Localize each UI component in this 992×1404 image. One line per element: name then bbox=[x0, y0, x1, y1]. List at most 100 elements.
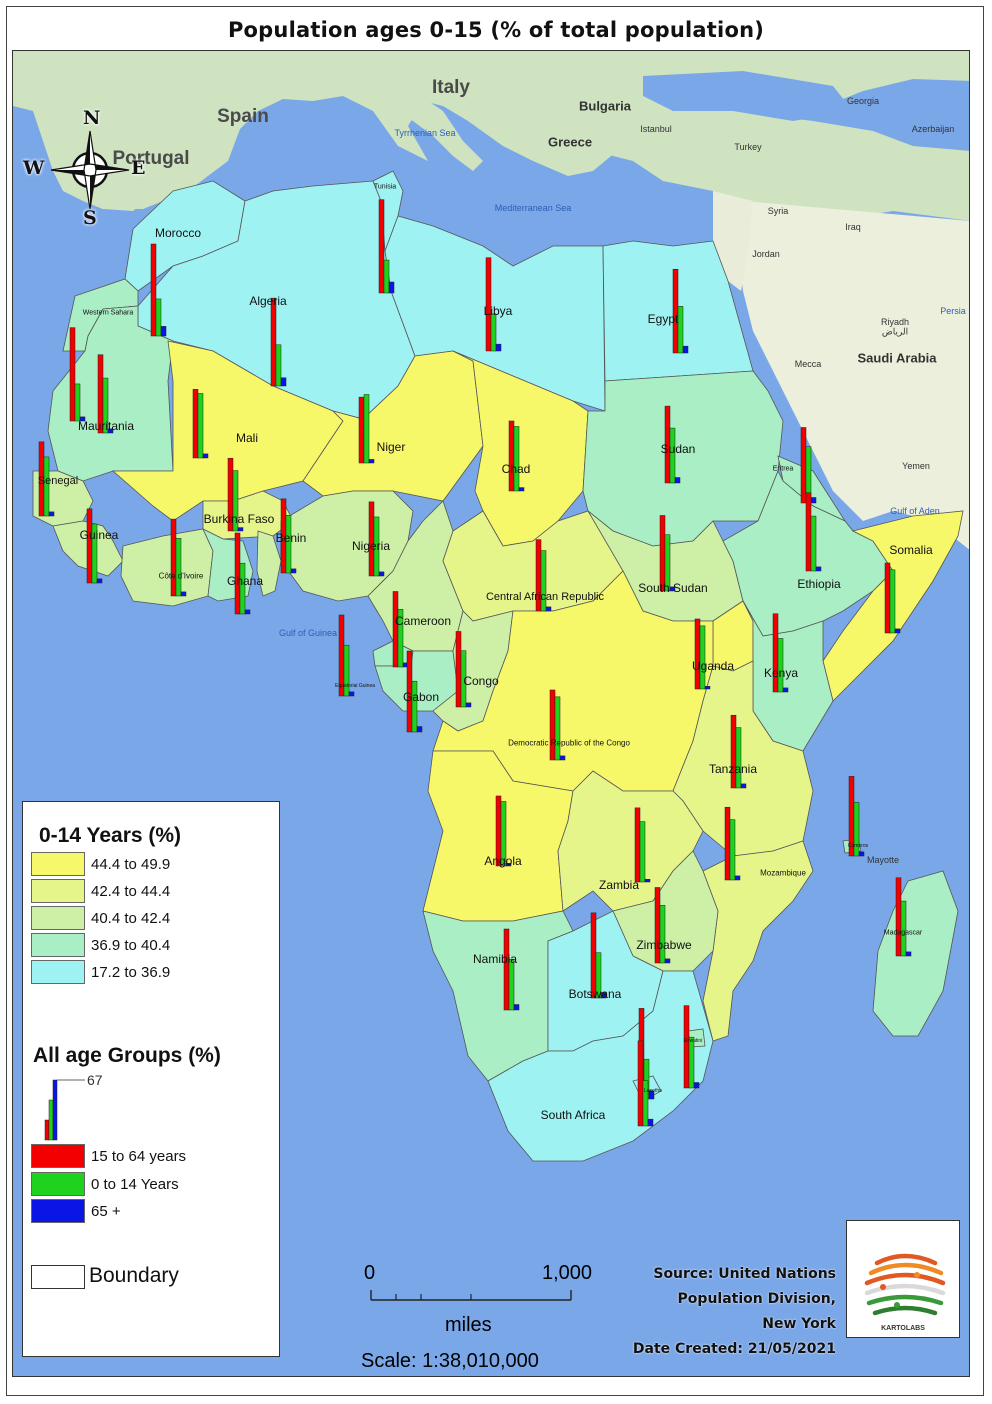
country-mauritania[interactable] bbox=[47, 305, 174, 482]
bar-65-plus-tunisia bbox=[388, 281, 395, 294]
bar-65-plus-uganda bbox=[704, 686, 711, 690]
balkans-turkey bbox=[483, 71, 969, 221]
basemap-label-persia: Persia bbox=[940, 306, 966, 316]
basemap-label-mediterranean-sea: Mediterranean Sea bbox=[494, 203, 572, 213]
legend-class-3: 36.9 to 40.4 bbox=[91, 937, 171, 954]
bar-65-plus-senegal bbox=[48, 511, 55, 517]
country-label-namibia: Namibia bbox=[472, 952, 518, 966]
basemap-label-bulgaria: Bulgaria bbox=[578, 98, 632, 114]
source-credit: Source: United Nations Population Divisi… bbox=[600, 1262, 836, 1362]
legend-bar-red bbox=[44, 1119, 50, 1141]
bar-65-plus-ghana bbox=[244, 609, 251, 615]
compass-s: S bbox=[83, 207, 97, 229]
basemap-label-gulf-of-guinea: Gulf of Guinea bbox=[278, 628, 338, 638]
country-south-africa[interactable] bbox=[487, 970, 714, 1162]
basemap-label-mecca: Mecca bbox=[794, 359, 822, 369]
bar-0-14-mali bbox=[197, 393, 204, 459]
legend-series-swatch-0 bbox=[31, 1144, 85, 1168]
country-label-benin: Benin bbox=[275, 531, 307, 545]
bar-0-14-tanzania bbox=[735, 727, 742, 789]
country-label-niger: Niger bbox=[376, 440, 406, 454]
basemap-label-spain: Spain bbox=[217, 106, 269, 127]
bar-65-plus-ethiopia bbox=[815, 566, 822, 572]
country-label-south-sudan: South Sudan bbox=[638, 581, 708, 595]
bar-0-14-comoros bbox=[853, 802, 860, 857]
country-madagascar[interactable] bbox=[872, 870, 959, 1037]
country-label-sudan: Sudan bbox=[660, 442, 696, 456]
bar-0-14-benin bbox=[285, 515, 292, 574]
bar-0-14-western-sahara bbox=[74, 383, 81, 422]
scale-zero: 0 bbox=[364, 1262, 376, 1284]
bar-65-plus-namibia bbox=[513, 1004, 520, 1011]
bar-15-64-algeria bbox=[270, 297, 277, 387]
legend-bar-green bbox=[48, 1099, 54, 1141]
map-canvas[interactable] bbox=[13, 51, 970, 1377]
country-label-egypt: Egypt bbox=[647, 312, 679, 326]
country-label-tunisia: Tunisia bbox=[373, 183, 397, 191]
bar-65-plus-mauritania bbox=[107, 428, 114, 434]
country-label-comoros: Comoros bbox=[847, 843, 869, 849]
bar-15-64-tanzania bbox=[730, 714, 737, 789]
bar-65-plus-egypt bbox=[682, 345, 689, 354]
legend-bar-max: 67 bbox=[87, 1072, 103, 1088]
bar-0-14-kenya bbox=[777, 638, 784, 693]
kartolabs-logo-icon bbox=[864, 1253, 946, 1316]
legend-series-2: 65 + bbox=[91, 1203, 121, 1220]
country-label-angola: Angola bbox=[484, 854, 522, 868]
sinai-levant bbox=[713, 191, 753, 291]
bar-65-plus-eswatini bbox=[693, 1082, 700, 1089]
country-label-western-sahara: Western Sahara bbox=[82, 309, 134, 317]
legend-choropleth-title: 0-14 Years (%) bbox=[39, 824, 182, 847]
legend-boundary-swatch bbox=[31, 1265, 85, 1289]
country-label-democratic-republic-of-the-congo: Democratic Republic of the Congo bbox=[508, 738, 630, 748]
bar-15-64-niger bbox=[358, 396, 365, 464]
north-arrow: N S E W bbox=[23, 107, 149, 229]
country-benin[interactable] bbox=[256, 530, 282, 597]
bar-65-plus-gabon bbox=[416, 726, 423, 733]
country-sudan[interactable] bbox=[582, 370, 784, 547]
basemap-label-greece: Greece bbox=[547, 134, 593, 150]
country-label-zambia: Zambia bbox=[598, 878, 640, 892]
legend-series-swatch-2 bbox=[31, 1199, 85, 1223]
country-label-mauritania: Mauritania bbox=[77, 419, 135, 433]
basemap-label-jordan: Jordan bbox=[752, 249, 780, 259]
bar-15-64-mozambique bbox=[724, 806, 731, 881]
legend-class-0: 44.4 to 49.9 bbox=[91, 856, 171, 873]
legend-swatch-0 bbox=[31, 852, 85, 876]
bar-0-14-sudan bbox=[669, 427, 676, 484]
bar-65-plus-libya bbox=[495, 343, 502, 352]
bar-15-64-libya bbox=[485, 257, 492, 352]
bar-15-64-tunisia bbox=[378, 199, 385, 294]
bar-15-64-democratic-republic-of-the-congo bbox=[549, 689, 556, 761]
country-label-eswatini: Eswatini bbox=[683, 1038, 703, 1044]
country-label-ghana: Ghana bbox=[226, 574, 264, 588]
country-label-burkina-faso: Burkina Faso bbox=[203, 512, 275, 526]
bar-65-plus-comoros bbox=[858, 851, 865, 857]
country-label-morocco: Morocco bbox=[154, 226, 202, 240]
legend-swatch-1 bbox=[31, 879, 85, 903]
bar-15-64-kenya bbox=[772, 613, 779, 693]
compass-w: W bbox=[23, 157, 45, 179]
legend-swatch-3 bbox=[31, 933, 85, 957]
bar-15-64-guinea bbox=[86, 508, 93, 584]
bar-0-14-guinea bbox=[91, 523, 98, 584]
legend-series-0: 15 to 64 years bbox=[91, 1148, 187, 1165]
bar-65-plus-lesotho bbox=[647, 1118, 654, 1127]
country-label-zimbabwe: Zimbabwe bbox=[636, 938, 692, 952]
legend-boundary: Boundary bbox=[89, 1264, 179, 1287]
basemap-label-tyrrhenian-sea: Tyrrhenian Sea bbox=[394, 128, 456, 138]
bar-0-14-angola bbox=[500, 801, 507, 867]
bar-65-plus-mozambique bbox=[734, 875, 741, 881]
bar-15-64-lesotho bbox=[637, 1040, 644, 1127]
black-sea bbox=[643, 71, 853, 121]
country-kenya[interactable] bbox=[742, 600, 834, 752]
legend-series-swatch-1 bbox=[31, 1172, 85, 1196]
basemap-label-azerbaijan: Azerbaijan bbox=[911, 124, 955, 134]
country-label-algeria: Algeria bbox=[249, 294, 287, 308]
bar-15-64-madagascar bbox=[895, 877, 902, 957]
country-label-mozambique: Mozambique bbox=[760, 868, 806, 878]
country-label-tanzania: Tanzania bbox=[708, 762, 758, 776]
scale-bar: 0 1,000 miles Scale: 1:38,010,000 bbox=[355, 1262, 605, 1372]
basemap-label-turkey: Turkey bbox=[734, 142, 762, 152]
bar-65-plus-guinea bbox=[96, 578, 103, 584]
